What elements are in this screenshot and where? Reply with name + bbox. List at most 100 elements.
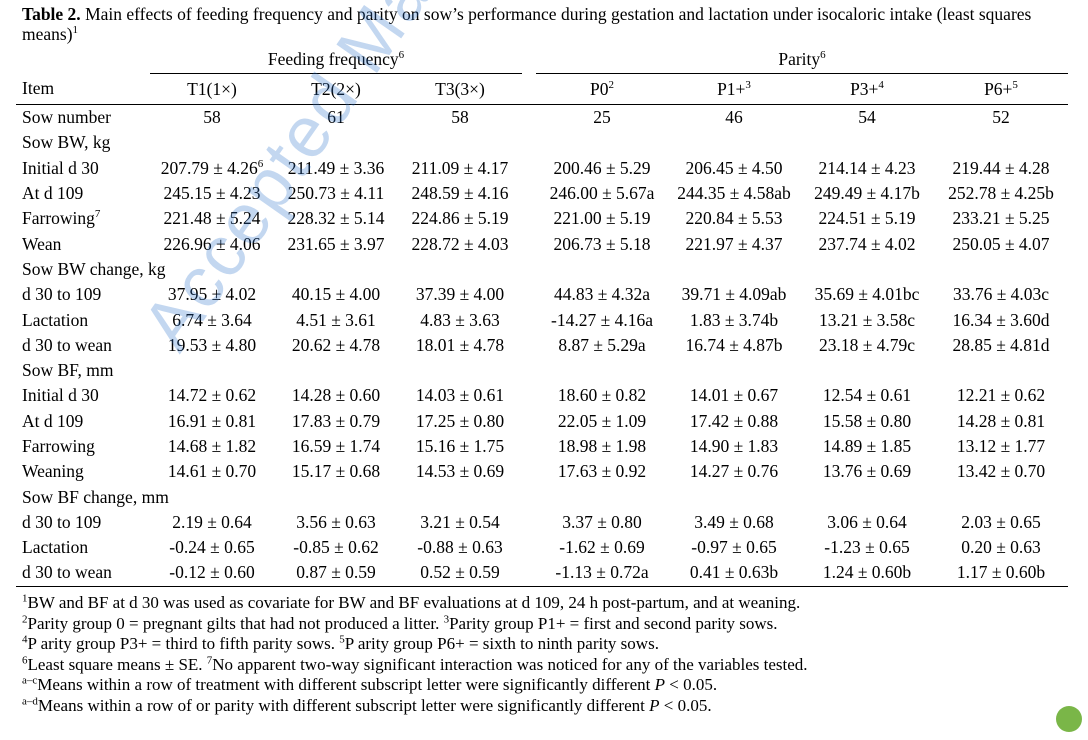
table-cell: 3.49 ± 0.68 bbox=[694, 511, 774, 532]
row-label: Initial d 30 bbox=[22, 157, 99, 178]
table-cell: 33.76 ± 4.03c bbox=[952, 284, 1050, 305]
table-cell: 14.27 ± 0.76 bbox=[689, 461, 779, 482]
table-cell: 12.21 ± 0.62 bbox=[956, 385, 1046, 406]
column-header-row: Item T1(1×) T2(2×) T3(3×) P02 P1+3 P3+4 … bbox=[16, 73, 1068, 105]
table-cell: 245.15 ± 4.23 bbox=[163, 183, 261, 204]
footnote: 6Least square means ± SE. 7No apparent t… bbox=[22, 653, 808, 674]
row-label: Weaning bbox=[22, 461, 84, 482]
table-cell: 16.74 ± 4.87b bbox=[685, 334, 783, 355]
table-cell: 248.59 ± 4.16 bbox=[411, 183, 509, 204]
table-cell: 246.00 ± 5.67a bbox=[549, 183, 655, 204]
table-cell: 14.53 ± 0.69 bbox=[415, 461, 505, 482]
table-cell: 0.20 ± 0.63 bbox=[961, 537, 1041, 558]
table-cell: 14.90 ± 1.83 bbox=[689, 436, 779, 456]
row-label: d 30 to 109 bbox=[22, 284, 102, 305]
col-item: Item bbox=[16, 73, 150, 105]
table-cell: 12.54 ± 0.61 bbox=[822, 385, 912, 406]
table-cell: 37.95 ± 4.02 bbox=[167, 284, 257, 305]
table-cell: 3.06 ± 0.64 bbox=[827, 511, 907, 532]
table-cell: 61 bbox=[327, 107, 345, 128]
table-cell: 226.96 ± 4.06 bbox=[163, 233, 261, 254]
table-cell: 0.87 ± 0.59 bbox=[274, 560, 398, 587]
table-cell: 3.37 ± 0.80 bbox=[562, 511, 642, 532]
table-row: d 30 to 109 2.19 ± 0.64 3.56 ± 0.63 3.21 ± … bbox=[16, 510, 1068, 535]
group-feeding-frequency: Feeding frequency6 bbox=[150, 46, 522, 74]
col-p0: P02 bbox=[536, 73, 668, 105]
table-cell: 58 bbox=[451, 107, 469, 128]
row-label: At d 109 bbox=[22, 410, 84, 431]
table-cell: 23.18 ± 4.79c bbox=[818, 334, 916, 355]
row-label: Sow number bbox=[22, 107, 111, 128]
table-cell: 0.52 ± 0.59 bbox=[398, 560, 522, 587]
section-row: Sow BF change, mm bbox=[16, 484, 1068, 509]
table-cell: 14.68 ± 1.82 bbox=[167, 436, 257, 456]
row-label: d 30 to 109 bbox=[22, 511, 102, 532]
table-cell: 252.78 ± 4.25b bbox=[948, 183, 1054, 204]
table-cell: 207.79 ± 4.266 bbox=[160, 157, 264, 178]
table-cell: 219.44 ± 4.28 bbox=[952, 157, 1050, 178]
table-cell: 4.51 ± 3.61 bbox=[296, 309, 376, 330]
section-label: Sow BW, kg bbox=[22, 132, 111, 153]
table-cell: 44.83 ± 4.32a bbox=[553, 284, 651, 305]
table-cell: 13.76 ± 0.69 bbox=[822, 461, 912, 482]
group-header-row: Feeding frequency6 Parity6 bbox=[16, 46, 1068, 74]
table-cell: 18.60 ± 0.82 bbox=[557, 385, 647, 406]
section-row: Sow BF, mm bbox=[16, 358, 1068, 383]
footnote: a–dMeans within a row of or parity with … bbox=[22, 694, 712, 715]
table-row: d 30 to wean 19.53 ± 4.80 20.62 ± 4.78 18.0… bbox=[16, 333, 1068, 358]
table-cell: 249.49 ± 4.17b bbox=[814, 183, 920, 204]
table-cell: 19.53 ± 4.80 bbox=[167, 334, 257, 355]
table-cell: 13.21 ± 3.58c bbox=[818, 309, 916, 330]
table-cell: 16.91 ± 0.81 bbox=[167, 410, 257, 431]
table-cell: 14.89 ± 1.85 bbox=[822, 436, 912, 456]
row-label: At d 109 bbox=[22, 183, 84, 204]
table-row: Sow number 58 61 58 25 46 54 52 bbox=[16, 105, 1068, 131]
table-cell: 17.42 ± 0.88 bbox=[689, 410, 779, 431]
table-cell: -0.85 ± 0.62 bbox=[293, 537, 379, 558]
table-cell: -1.62 ± 0.69 bbox=[559, 537, 645, 558]
table-cell: 214.14 ± 4.23 bbox=[818, 157, 916, 178]
table-cell: 35.69 ± 4.01bc bbox=[814, 284, 920, 305]
footnote: 1BW and BF at d 30 was used as covariate… bbox=[22, 592, 801, 612]
table-cell: 220.84 ± 5.53 bbox=[685, 208, 783, 229]
table-cell: 6.74 ± 3.64 bbox=[172, 309, 252, 330]
table-caption-label: Table 2. bbox=[22, 4, 81, 24]
table-cell: 233.21 ± 5.25 bbox=[952, 208, 1050, 229]
table-cell: 250.05 ± 4.07 bbox=[952, 233, 1050, 254]
row-label: Wean bbox=[22, 233, 62, 254]
footnotes: 1BW and BF at d 30 was used as covariate… bbox=[22, 593, 1062, 716]
table-cell: 17.83 ± 0.79 bbox=[291, 410, 381, 431]
section-label: Sow BW change, kg bbox=[22, 258, 166, 279]
table-cell: 22.05 ± 1.09 bbox=[557, 410, 647, 431]
row-label: d 30 to wean bbox=[16, 560, 150, 587]
table-cell: 17.25 ± 0.80 bbox=[415, 410, 505, 431]
table-cell: 206.73 ± 5.18 bbox=[553, 233, 651, 254]
table-row: Farrowing 14.68 ± 1.82 16.59 ± 1.74 15.16 ±… bbox=[16, 434, 1068, 459]
table-cell: 17.63 ± 0.92 bbox=[557, 461, 647, 482]
results-table: Feeding frequency6 Parity6 Item T1(1×) T… bbox=[16, 46, 1068, 587]
table-cell: 221.48 ± 5.24 bbox=[163, 208, 261, 229]
section-row: Sow BW, kg bbox=[16, 130, 1068, 155]
table-cell: 244.35 ± 4.58ab bbox=[677, 183, 791, 204]
table-cell: 18.01 ± 4.78 bbox=[415, 334, 505, 355]
table-cell: 20.62 ± 4.78 bbox=[291, 334, 381, 355]
table-cell: 231.65 ± 3.97 bbox=[287, 233, 385, 254]
table-cell: 54 bbox=[858, 107, 876, 128]
col-t3: T3(3×) bbox=[398, 73, 522, 105]
col-t2: T2(2×) bbox=[274, 73, 398, 105]
table-cell: 237.74 ± 4.02 bbox=[818, 233, 916, 254]
table-cell: 14.72 ± 0.62 bbox=[167, 385, 257, 406]
table-row: d 30 to 109 37.95 ± 4.02 40.15 ± 4.00 37.39… bbox=[16, 282, 1068, 307]
col-p3: P3+4 bbox=[800, 73, 934, 105]
table-cell: 1.83 ± 3.74b bbox=[689, 309, 779, 330]
table-cell: 15.17 ± 0.68 bbox=[291, 461, 381, 482]
table-caption: Table 2. Main effects of feeding frequen… bbox=[22, 4, 1062, 44]
table-cell: 224.86 ± 5.19 bbox=[411, 208, 509, 229]
table-row: Weaning 14.61 ± 0.70 15.17 ± 0.68 14.53 ± 0… bbox=[16, 459, 1068, 484]
table-cell: 1.17 ± 0.60b bbox=[934, 560, 1068, 587]
table-cell: 4.83 ± 3.63 bbox=[420, 309, 500, 330]
row-label: Lactation bbox=[22, 309, 89, 330]
table-row: At d 109 16.91 ± 0.81 17.83 ± 0.79 17.25 ± … bbox=[16, 409, 1068, 434]
table-cell: 3.56 ± 0.63 bbox=[296, 511, 376, 532]
footnote: 2Parity group 0 = pregnant gilts that ha… bbox=[22, 612, 778, 633]
